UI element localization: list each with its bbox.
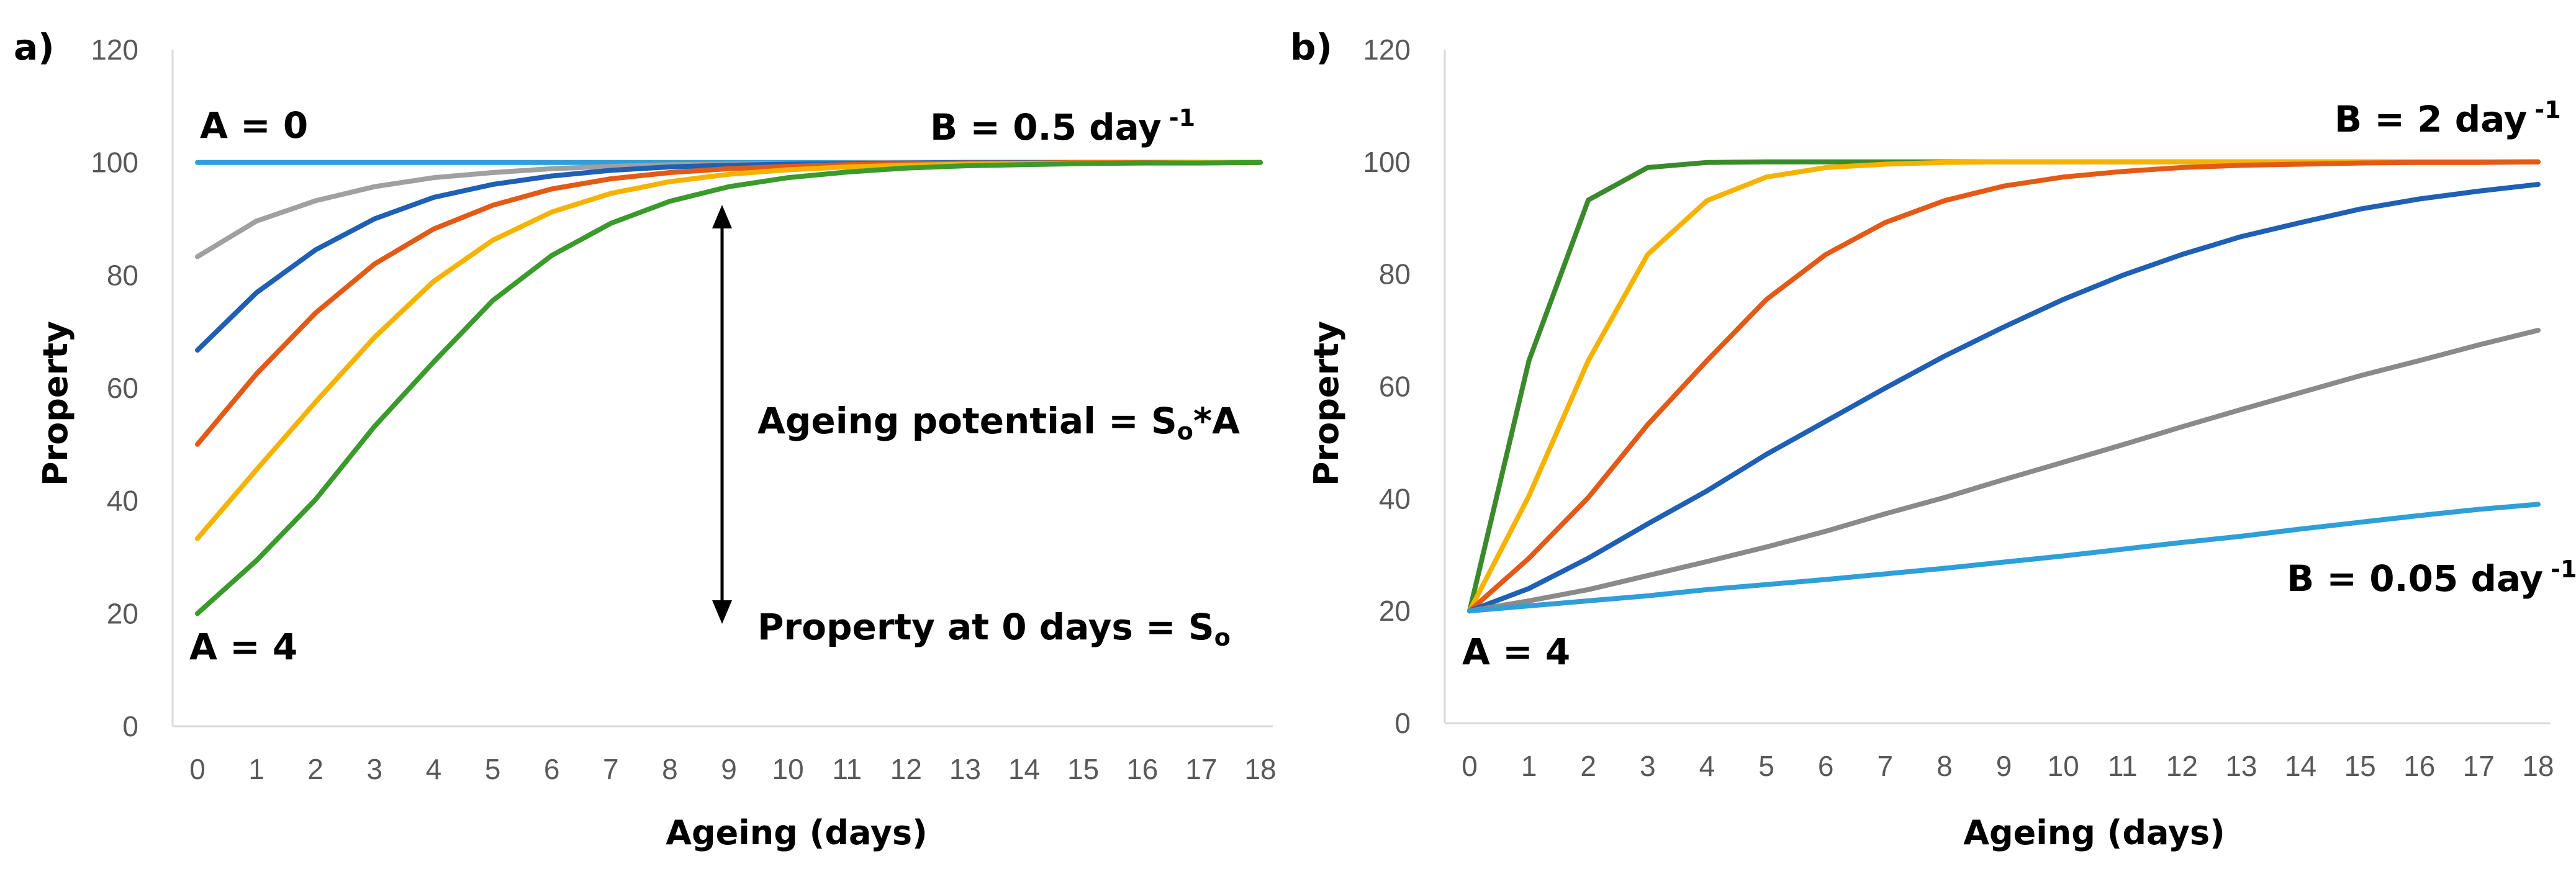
panel-a-x-tick-label: 18 [1244, 753, 1276, 785]
panel-b-series-line-5 [1467, 502, 2541, 614]
panel-a-annotation-a4: A = 4 [189, 626, 297, 668]
panel-b-y-tick-label: 60 [1379, 371, 1411, 403]
panel-a-x-tick-label: 1 [248, 753, 264, 785]
panel-b-y-tick-label: 40 [1379, 482, 1411, 515]
potential-subscript: o [1177, 418, 1193, 445]
panel-b-series-line-2 [1467, 159, 2541, 614]
panel-b-label: b) [1290, 26, 1332, 68]
panel-a-x-tick-label: 4 [426, 753, 442, 785]
panel-b-x-tick-label: 8 [1937, 750, 1953, 782]
panel-a-series-line-4 [195, 160, 1263, 541]
panel-a-y-tick-label: 60 [107, 372, 138, 404]
panel-b-series-line-4 [1467, 328, 2541, 614]
panel-b-x-tick-label: 13 [2225, 750, 2257, 782]
panel-b-x-tick-label: 17 [2463, 750, 2495, 782]
panel-a-x-tick-label: 17 [1185, 753, 1217, 785]
panel-a-x-tick-label: 3 [367, 753, 383, 785]
panel-a-y-tick-label: 0 [122, 710, 138, 742]
panel-b-y-axis-title: Property [1307, 321, 1346, 486]
panel-b-y-tick-label: 120 [1363, 34, 1411, 66]
panel-a-x-tick-label: 6 [544, 753, 560, 785]
arrow-head-up [712, 205, 732, 228]
panel-b-y-tick-label: 80 [1379, 258, 1411, 291]
panel-b-x-tick-label: 10 [2048, 750, 2079, 782]
panel-a-y-axis-title: Property [36, 321, 75, 486]
bottom-rate-exponent: -1 [2551, 556, 2576, 583]
panel-b-x-tick-label: 12 [2166, 750, 2198, 782]
panel-b-annotation-a4: A = 4 [1462, 631, 1570, 673]
panel-a-annotation-initial: Property at 0 days = So [757, 606, 1231, 651]
panel-a-annotation-a0: A = 0 [200, 104, 308, 146]
panel-a-y-tick-label: 40 [107, 485, 138, 517]
arrow-head-down [712, 600, 732, 624]
rate-exponent: -1 [1169, 104, 1195, 132]
panel-a-y-tick-label: 80 [107, 259, 138, 291]
panel-b-annotation-top-rate: B = 2 day -1 [2334, 96, 2561, 140]
panel-a-x-tick-label: 8 [662, 753, 678, 785]
panel-b-series-line-1 [1467, 159, 2541, 614]
rate-text: B = 0.5 day [930, 106, 1162, 148]
panel-b-y-tick-label: 0 [1394, 707, 1411, 739]
panel-a-x-tick-label: 7 [603, 753, 619, 785]
panel-a-annotation-potential: Ageing potential = So*A [757, 400, 1240, 445]
panel-a-x-tick-label: 10 [772, 753, 804, 785]
panel-a-x-tick-label: 14 [1008, 753, 1040, 785]
top-rate-text: B = 2 day [2334, 98, 2527, 140]
initial-subscript: o [1214, 624, 1231, 651]
panel-b-x-tick-label: 9 [1996, 750, 2012, 782]
panel-a-x-tick-label: 12 [890, 753, 922, 785]
panel-a-y-tick-label: 100 [91, 146, 138, 179]
initial-text: Property at 0 days = S [757, 606, 1214, 648]
potential-tail: *A [1193, 400, 1240, 442]
panel-a-x-tick-label: 0 [189, 753, 206, 785]
top-rate-exponent: -1 [2534, 96, 2560, 124]
panel-b-x-tick-label: 5 [1758, 750, 1774, 782]
panel-b-annotation-bottom-rate: B = 0.05 day -1 [2287, 556, 2576, 600]
panel-b-x-tick-label: 15 [2344, 750, 2376, 782]
panel-a-x-tick-label: 15 [1067, 753, 1099, 785]
panel-b-x-tick-label: 18 [2522, 750, 2554, 782]
panel-b-y-tick-label: 100 [1363, 146, 1411, 178]
panel-a-x-tick-label: 11 [832, 753, 862, 785]
panel-b-x-tick-label: 11 [2108, 750, 2138, 782]
panel-b-x-tick-label: 2 [1580, 750, 1596, 782]
panel-b-x-axis-title: Ageing (days) [1963, 813, 2225, 852]
panel-a-x-tick-label: 13 [949, 753, 981, 785]
panel-b-series-line-3 [1467, 182, 2541, 614]
panel-b-x-tick-label: 0 [1462, 750, 1478, 782]
panel-a-label: a) [14, 26, 55, 68]
panel-b-x-tick-label: 4 [1699, 750, 1715, 782]
panel-a-series-line-5 [195, 160, 1263, 616]
panel-b-x-tick-label: 14 [2285, 750, 2316, 782]
panel-b-y-tick-label: 20 [1379, 595, 1411, 627]
potential-text: Ageing potential = S [757, 400, 1177, 442]
panel-b-x-tick-label: 16 [2403, 750, 2435, 782]
panel-a-x-tick-label: 5 [485, 753, 501, 785]
panel-a-y-tick-label: 20 [107, 597, 138, 629]
panel-a-annotation-rate: B = 0.5 day -1 [930, 104, 1195, 148]
panel-a-x-tick-label: 2 [307, 753, 323, 785]
panel-b-x-tick-label: 7 [1877, 750, 1893, 782]
panel-a-y-tick-label: 120 [91, 34, 138, 66]
panel-a-x-tick-label: 16 [1126, 753, 1158, 785]
panel-a-x-tick-label: 9 [721, 753, 737, 785]
panel-b-x-tick-label: 3 [1640, 750, 1656, 782]
panel-a-x-axis-title: Ageing (days) [666, 813, 928, 852]
panel-b-x-tick-label: 1 [1521, 750, 1537, 782]
bottom-rate-text: B = 0.05 day [2287, 557, 2543, 600]
panel-b-x-tick-label: 6 [1818, 750, 1834, 782]
panel-b-series-line-0 [1467, 159, 2541, 614]
